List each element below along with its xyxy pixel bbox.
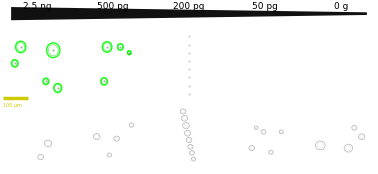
Text: 0 g: 0 g [334, 2, 348, 11]
Text: 50 pg: 50 pg [252, 2, 278, 11]
Polygon shape [11, 7, 367, 20]
Text: 500 pg: 500 pg [97, 2, 129, 11]
Text: 200 pg: 200 pg [173, 2, 205, 11]
Text: 2.5 ng: 2.5 ng [23, 2, 51, 11]
Text: 100 μm: 100 μm [3, 103, 22, 108]
